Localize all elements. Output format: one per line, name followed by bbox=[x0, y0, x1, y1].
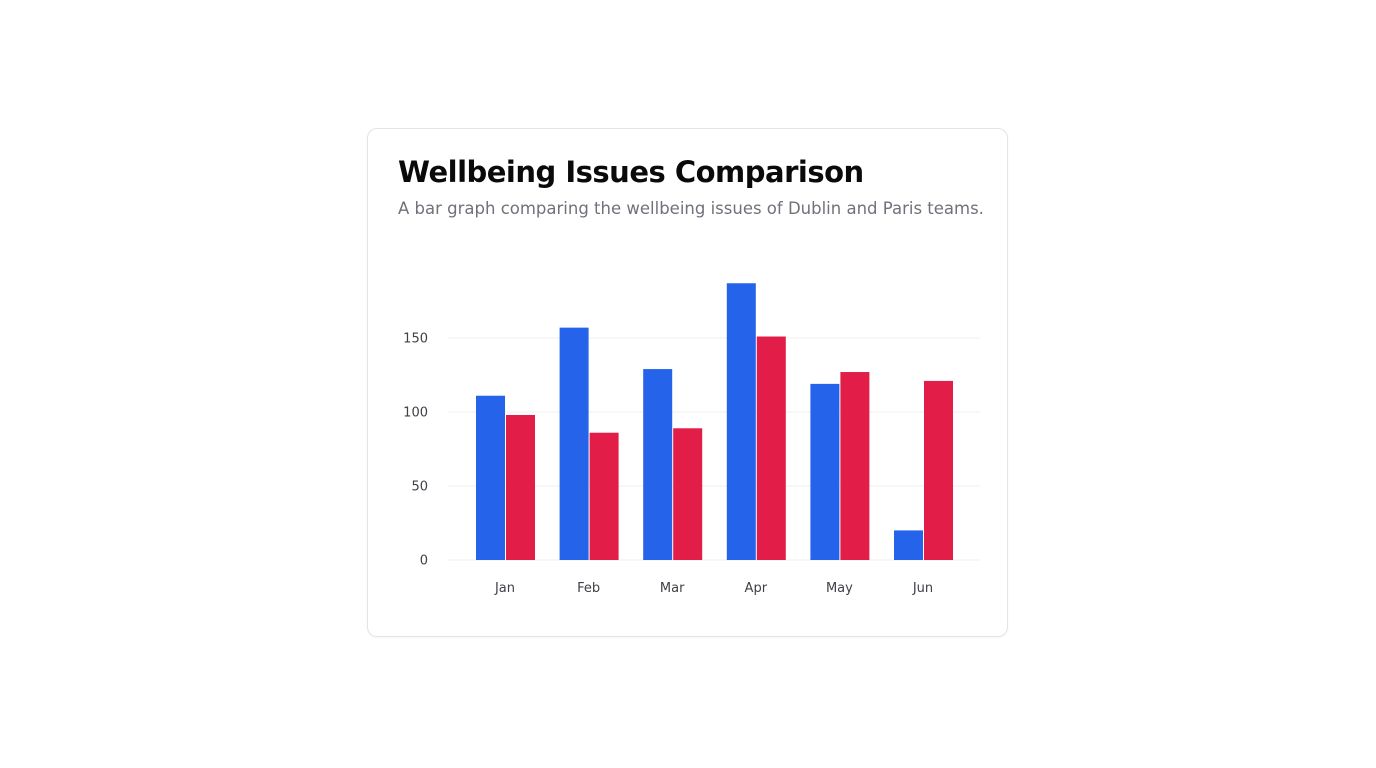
y-tick-label: 50 bbox=[411, 480, 428, 495]
chart-title: Wellbeing Issues Comparison bbox=[398, 155, 864, 189]
x-tick-label: Jan bbox=[494, 581, 515, 596]
bar-apr-series-1[interactable] bbox=[726, 283, 756, 560]
y-tick-label: 0 bbox=[420, 554, 428, 569]
bar-jan-series-2[interactable] bbox=[506, 414, 535, 560]
x-tick-label: May bbox=[826, 581, 853, 596]
x-tick-label: Mar bbox=[660, 581, 685, 596]
bar-jun-series-2[interactable] bbox=[924, 380, 953, 560]
bar-mar-series-2[interactable] bbox=[673, 428, 703, 560]
bar-mar-series-1[interactable] bbox=[643, 369, 673, 560]
bar-may-series-1[interactable] bbox=[810, 383, 840, 560]
chart-subtitle: A bar graph comparing the wellbeing issu… bbox=[398, 199, 984, 218]
chart-card: Wellbeing Issues Comparison A bar graph … bbox=[367, 128, 1008, 637]
bar-feb-series-2[interactable] bbox=[589, 432, 619, 560]
bar-chart: 0 50 100 150 Jan Feb Mar Apr May Jun bbox=[403, 283, 980, 597]
grid-lines bbox=[448, 337, 980, 561]
x-tick-label: Apr bbox=[745, 581, 768, 596]
x-tick-label: Jun bbox=[912, 581, 933, 596]
bar-jun-series-1[interactable] bbox=[894, 530, 923, 560]
bar-apr-series-2[interactable] bbox=[756, 336, 786, 560]
y-tick-label: 150 bbox=[403, 332, 428, 347]
y-tick-label: 100 bbox=[403, 406, 428, 421]
bar-feb-series-1[interactable] bbox=[559, 327, 589, 560]
bar-may-series-2[interactable] bbox=[840, 372, 870, 560]
x-tick-label: Feb bbox=[577, 581, 600, 596]
bars bbox=[476, 283, 953, 560]
axis-labels: 0 50 100 150 Jan Feb Mar Apr May Jun bbox=[403, 332, 933, 597]
bar-jan-series-1[interactable] bbox=[476, 395, 505, 560]
